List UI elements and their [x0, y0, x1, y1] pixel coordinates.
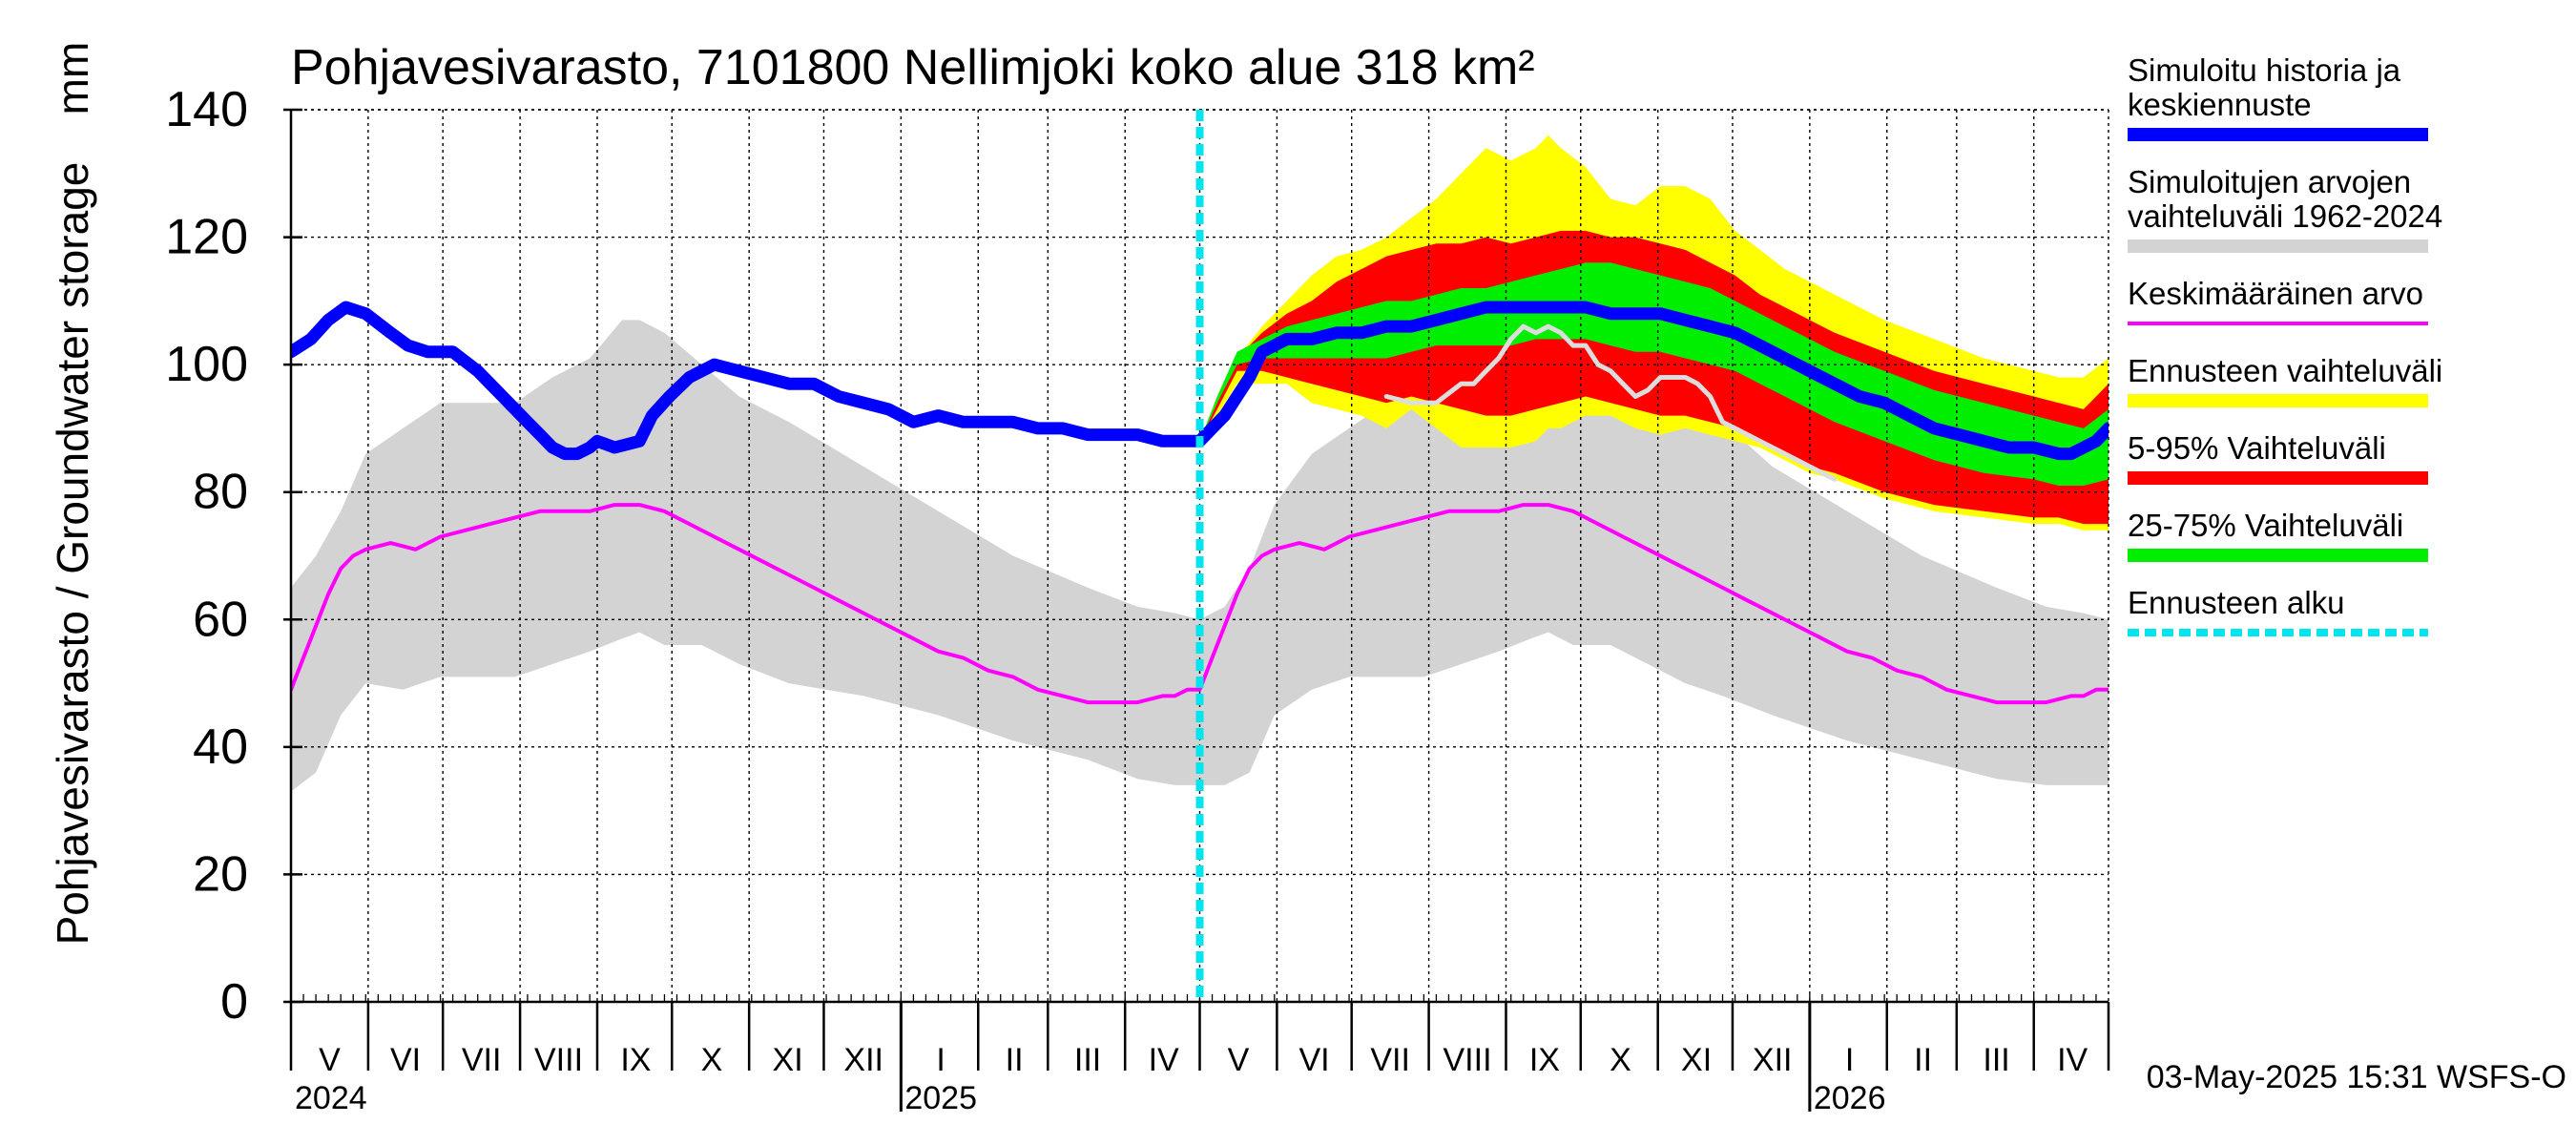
month-label: VI — [1298, 1042, 1329, 1078]
month-label: VIII — [1444, 1042, 1492, 1078]
month-label: II — [1006, 1042, 1024, 1078]
month-label: X — [701, 1042, 723, 1078]
band-layer — [291, 135, 2109, 792]
month-label: XI — [1681, 1042, 1712, 1078]
legend-label: keskiennuste — [2128, 87, 2312, 122]
legend-label: Keskimääräinen arvo — [2128, 276, 2423, 311]
band-simuloitujen-arvojen-vaihteluv-li-1962-2024 — [291, 320, 2109, 792]
legend-label: Ennusteen vaihteluväli — [2128, 353, 2442, 388]
legend-label: 25-75% Vaihteluväli — [2128, 508, 2403, 543]
month-label: VI — [390, 1042, 421, 1078]
year-label: 2024 — [295, 1080, 367, 1116]
month-label: II — [1914, 1042, 1932, 1078]
month-label: IV — [1149, 1042, 1179, 1078]
month-label: V — [319, 1042, 341, 1078]
y-axis-label: Pohjavesivarasto / Groundwater storage — [48, 162, 97, 946]
timestamp-footer: 03-May-2025 15:31 WSFS-O — [2147, 1059, 2566, 1095]
month-label: IX — [1529, 1042, 1560, 1078]
line-keskim-r-inen-arvo — [291, 503, 2109, 705]
month-label: V — [1228, 1042, 1250, 1078]
line-layer — [291, 301, 2109, 705]
month-label: IV — [2057, 1042, 2088, 1078]
legend-label: 5-95% Vaihteluväli — [2128, 430, 2386, 466]
grid-layer — [291, 109, 2109, 1002]
legend-label: vaihteluväli 1962-2024 — [2128, 198, 2442, 234]
y-tick-label: 20 — [193, 846, 248, 902]
month-label: IX — [620, 1042, 651, 1078]
legend-label: Ennusteen alku — [2128, 585, 2345, 620]
month-label: III — [1074, 1042, 1101, 1078]
y-tick-label: 60 — [193, 592, 248, 647]
y-tick-label: 40 — [193, 719, 248, 775]
month-label: X — [1610, 1042, 1631, 1078]
month-label: XII — [1753, 1042, 1793, 1078]
month-label: VIII — [534, 1042, 583, 1078]
year-label: 2025 — [904, 1080, 977, 1116]
y-tick-label: 0 — [220, 974, 248, 1030]
y-tick-label: 140 — [165, 82, 248, 137]
month-label: III — [1983, 1042, 2009, 1078]
month-label: I — [936, 1042, 945, 1078]
line-single-simulated-trace — [1383, 323, 1838, 482]
y-tick-label: 80 — [193, 465, 248, 520]
year-label: 2026 — [1814, 1080, 1886, 1116]
month-label: I — [1845, 1042, 1854, 1078]
y-tick-label: 120 — [165, 210, 248, 265]
legend-label: Simuloitu historia ja — [2128, 52, 2401, 88]
month-label: VII — [1370, 1042, 1410, 1078]
line-simuloitu-historia-ja-keskiennuste — [291, 301, 2109, 461]
y-tick-label: 100 — [165, 337, 248, 392]
month-label: XII — [843, 1042, 883, 1078]
chart-title: Pohjavesivarasto, 7101800 Nellimjoki kok… — [291, 40, 1535, 95]
legend-label: Simuloitujen arvojen — [2128, 164, 2411, 199]
month-label: XI — [773, 1042, 803, 1078]
month-label: VII — [462, 1042, 502, 1078]
unit-label: mm — [48, 42, 97, 115]
